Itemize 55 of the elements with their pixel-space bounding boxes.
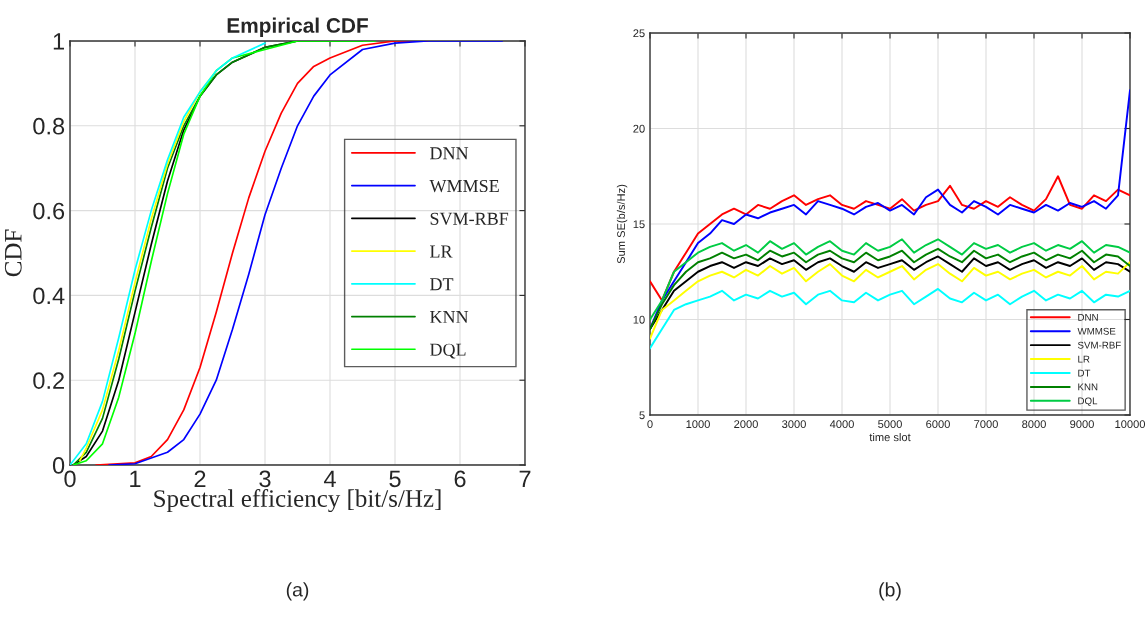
text: (a) [286,582,309,601]
legend-label: DT [1078,369,1091,377]
x-tick-label: 0 [64,470,76,488]
x-tick-label: 1 [130,470,141,487]
y-tick-label: 0.4 [33,287,65,305]
x-tick-label: 9000 [1070,420,1094,429]
legend-label: DNN [1078,314,1098,321]
y-tick-label: 5 [639,411,645,420]
y-tick-label: 0 [52,457,65,474]
x-tick-label: 8000 [1022,420,1046,429]
x-tick-label: 3000 [782,420,806,429]
legend-label: DT [429,278,454,291]
x-axis-title: time slot [869,433,911,442]
x-tick-label: 2000 [734,420,758,429]
x-tick-label: 7000 [974,420,998,429]
y-tick-label: 0.6 [33,202,65,220]
y-tick-label: 0.2 [33,372,64,389]
legend-label: DNN [429,147,469,160]
legend-label: LR [429,245,453,258]
text: (b) [879,582,901,601]
y-axis-title: Sum SE(b/s/Hz) [616,184,628,264]
x-tick-label: 1000 [686,420,710,429]
y-tick-label: 15 [633,220,645,229]
x-tick-label: 4 [323,470,336,487]
chart-title: Empirical CDF [227,17,368,37]
legend-label: SVM-RBF [1077,341,1121,349]
line-series [650,175,1130,302]
x-tick-label: 4000 [829,420,854,429]
y-tick-label: 10 [633,315,645,324]
x-tick-label: 7 [519,470,531,487]
line-series [650,238,1130,321]
x-tick-label: 5000 [878,420,902,429]
y-tick-label: 25 [633,29,645,38]
legend-label: LR [1078,355,1090,363]
legend-label: WMMSE [1077,327,1116,335]
y-tick-label: 1 [53,33,64,50]
legend-label: KNN [1078,383,1098,391]
x-tick-label: 6 [454,470,466,488]
x-tick-label: 3 [259,470,271,488]
x-tick-label: 0 [647,420,653,429]
legend-label: WMMSE [429,179,499,193]
y-tick-label: 0.8 [33,117,65,135]
x-tick-label: 2 [194,470,206,487]
line-series [650,287,1130,350]
x-tick-label: 10000 [1115,420,1146,429]
y-axis-title: CDF [4,229,22,277]
legend-label: SVM-RBF [430,212,509,225]
y-tick-label: 20 [633,124,645,133]
x-tick-label: 5 [389,470,401,488]
legend-label: KNN [429,311,469,323]
line-series [650,261,1130,340]
x-tick-label: 6000 [926,420,950,429]
legend-label: DQL [1078,397,1098,407]
x-axis-title: Spectral efficiency [bit/s/Hz] [154,489,441,513]
legend-label: DQL [429,343,466,359]
